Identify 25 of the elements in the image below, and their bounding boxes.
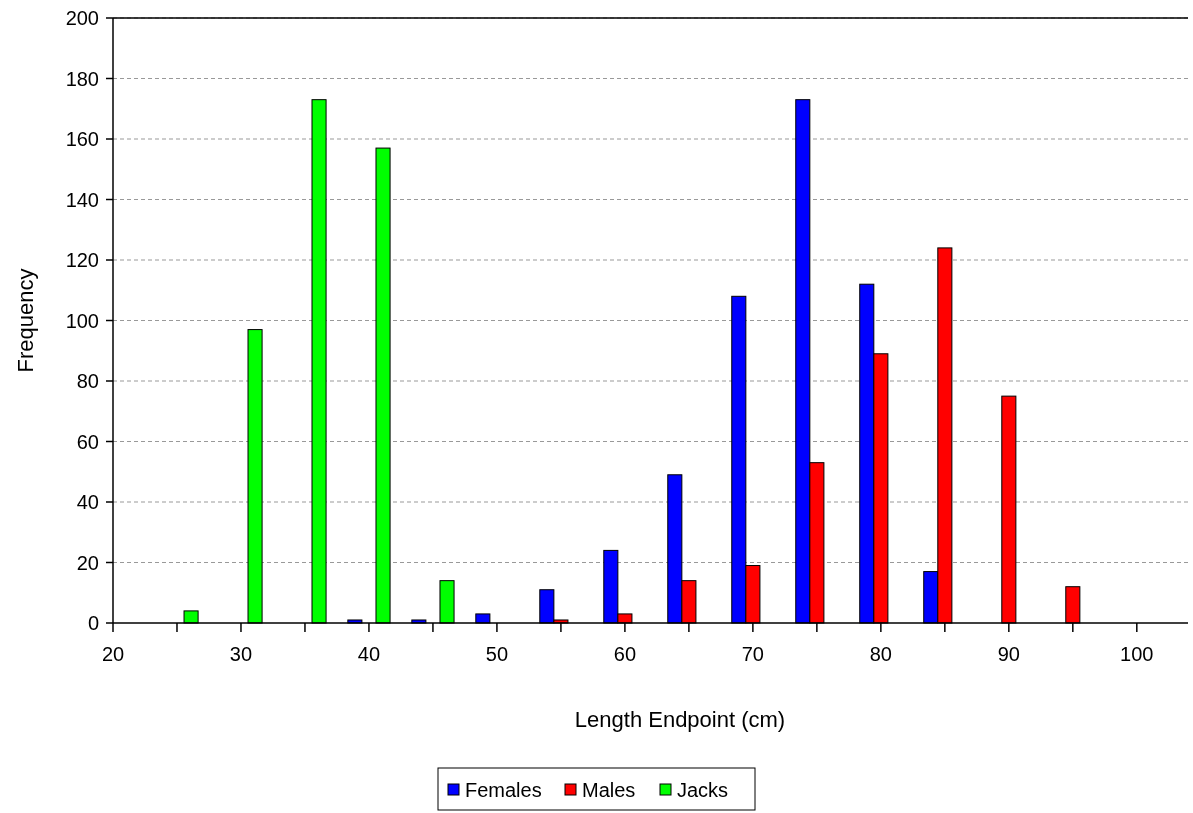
- x-tick-label: 30: [229, 643, 253, 665]
- x-tick-label: 50: [485, 643, 509, 665]
- x-tick-label: 100: [1120, 643, 1154, 665]
- y-axis-title: Frequency: [13, 268, 38, 373]
- legend-label: Jacks: [677, 779, 729, 801]
- y-tick-label: 120: [65, 249, 99, 271]
- y-tick-label: 60: [76, 430, 99, 453]
- x-tick-label: 70: [741, 643, 765, 665]
- y-tick-label: 140: [65, 188, 99, 211]
- x-tick-label: 20: [101, 643, 125, 665]
- y-tick-label: 180: [65, 67, 99, 90]
- y-tick-label: 200: [65, 7, 99, 29]
- y-tick-label: 0: [87, 612, 99, 634]
- x-tick-label: 90: [997, 643, 1020, 665]
- legend-label: Females: [465, 779, 542, 801]
- x-tick-label: 40: [357, 643, 381, 665]
- x-tick-label: 60: [613, 643, 637, 665]
- y-tick-label: 80: [76, 370, 99, 392]
- legend-label: Males: [582, 779, 636, 801]
- y-tick-label: 100: [65, 309, 99, 332]
- x-tick-label: 80: [869, 643, 892, 665]
- y-tick-label: 20: [76, 551, 99, 574]
- x-axis-title: Length Endpoint (cm): [574, 707, 786, 732]
- y-tick-label: 160: [65, 128, 99, 150]
- y-tick-label: 40: [76, 491, 99, 513]
